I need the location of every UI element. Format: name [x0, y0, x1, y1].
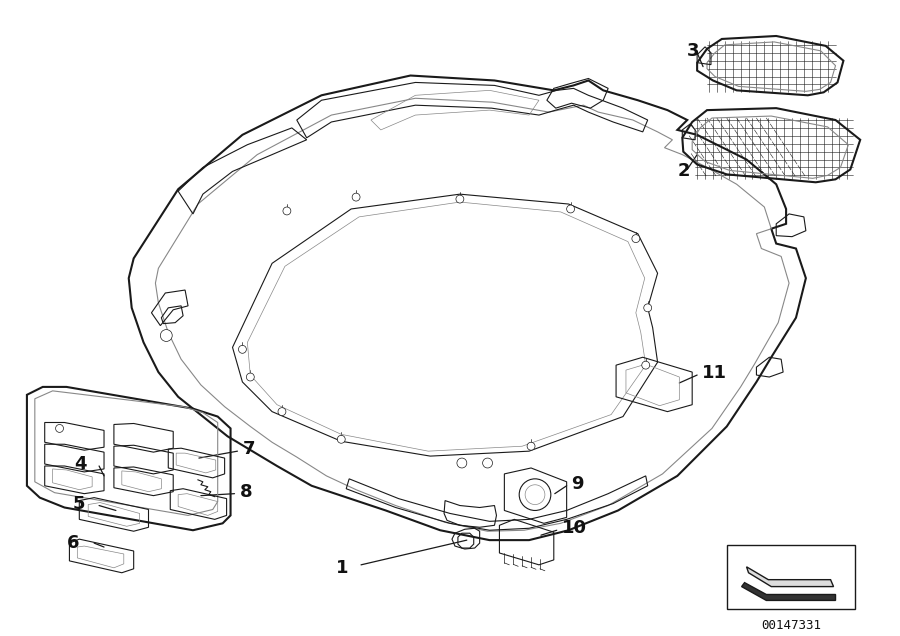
Text: 00147331: 00147331	[761, 619, 821, 632]
Polygon shape	[742, 583, 835, 600]
Circle shape	[457, 458, 467, 468]
Text: 2: 2	[678, 162, 690, 181]
Text: 9: 9	[572, 475, 584, 493]
Text: 3: 3	[688, 42, 699, 60]
Text: 8: 8	[239, 483, 252, 501]
Circle shape	[278, 408, 286, 415]
Polygon shape	[747, 567, 833, 586]
Text: 7: 7	[242, 440, 255, 458]
Bar	[727, 545, 855, 609]
Circle shape	[338, 436, 346, 443]
Circle shape	[238, 345, 247, 354]
Text: 1: 1	[337, 559, 349, 577]
Text: 6: 6	[67, 534, 79, 552]
Circle shape	[527, 442, 535, 450]
Circle shape	[160, 329, 172, 342]
Text: 10: 10	[562, 519, 587, 537]
Circle shape	[567, 205, 574, 213]
Circle shape	[525, 485, 544, 504]
Circle shape	[642, 361, 650, 369]
Circle shape	[352, 193, 360, 201]
Text: 4: 4	[75, 455, 87, 473]
Circle shape	[644, 304, 652, 312]
Text: 11: 11	[702, 364, 727, 382]
Circle shape	[632, 235, 640, 242]
Circle shape	[56, 424, 64, 432]
Circle shape	[456, 195, 464, 203]
Circle shape	[283, 207, 291, 215]
Circle shape	[482, 458, 492, 468]
Circle shape	[247, 373, 255, 381]
Text: 5: 5	[72, 495, 85, 513]
Circle shape	[519, 479, 551, 511]
